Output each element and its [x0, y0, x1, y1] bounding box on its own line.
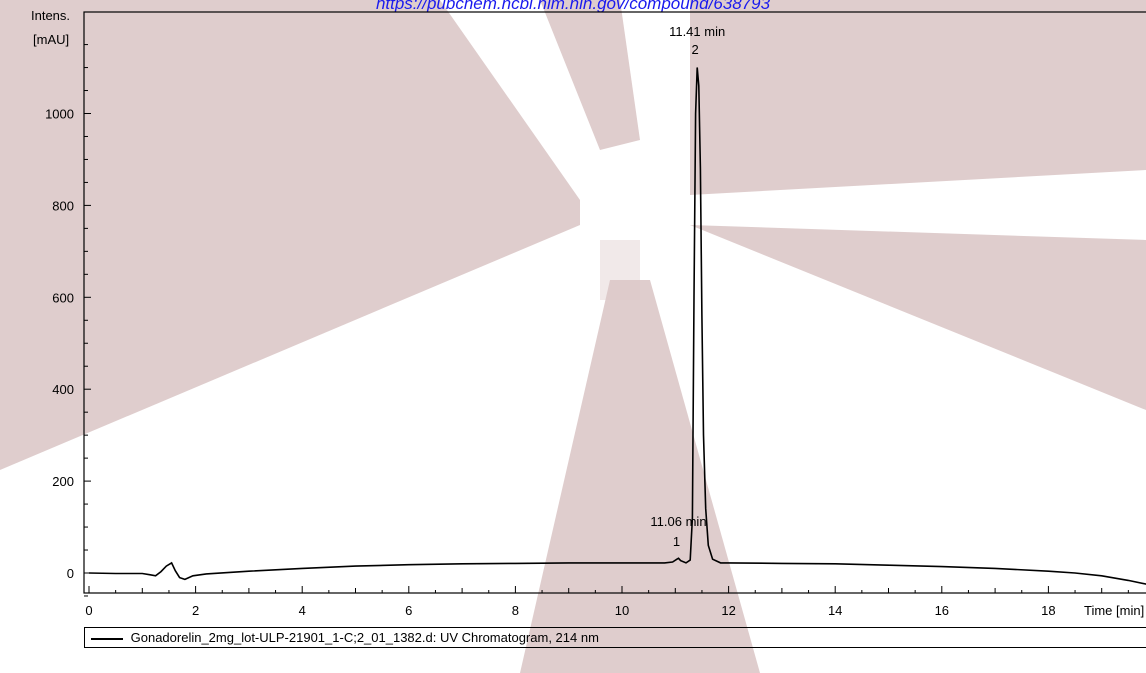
chart-axes — [83, 11, 1146, 594]
y-tick-label: 200 — [52, 474, 74, 489]
legend-line-swatch — [91, 637, 123, 640]
x-tick-label: 18 — [1041, 603, 1055, 618]
x-tick-label: 10 — [615, 603, 629, 618]
chart-legend: Gonadorelin_2mg_lot-ULP-21901_1-C;2_01_1… — [84, 627, 1146, 648]
x-tick-label: 16 — [935, 603, 949, 618]
y-axis-label-line2: [mAU] — [33, 32, 69, 47]
y-tick-label: 0 — [67, 566, 74, 581]
y-tick-label: 400 — [52, 382, 74, 397]
x-tick-label: 14 — [828, 603, 842, 618]
y-axis-label-line1: Intens. — [31, 8, 70, 23]
x-tick-label: 2 — [192, 603, 199, 618]
source-url[interactable]: https://pubchem.ncbi.nlm.nih.gov/compoun… — [375, 0, 771, 13]
plot-frame — [83, 11, 1146, 594]
legend-entry-label: Gonadorelin_2mg_lot-ULP-21901_1-C;2_01_1… — [130, 630, 599, 645]
y-tick-label: 1000 — [45, 107, 74, 122]
peak-number-label: 2 — [692, 42, 699, 57]
y-tick-label: 600 — [52, 290, 74, 305]
y-tick-label: 800 — [52, 198, 74, 213]
peak-time-label: 11.41 min — [669, 24, 725, 39]
peak-number-label: 1 — [673, 534, 680, 549]
x-tick-label: 12 — [721, 603, 735, 618]
x-tick-label: 8 — [512, 603, 519, 618]
peak-annotations: 11.06 min 1 11.41 min 2 — [650, 24, 725, 549]
x-tick-label: 0 — [85, 603, 92, 618]
peak-time-label: 11.06 min — [650, 514, 706, 529]
series-line — [88, 67, 1146, 585]
x-axis-label: Time [min] — [1084, 603, 1144, 618]
x-tick-label: 4 — [299, 603, 306, 618]
x-tick-label: 6 — [405, 603, 412, 618]
